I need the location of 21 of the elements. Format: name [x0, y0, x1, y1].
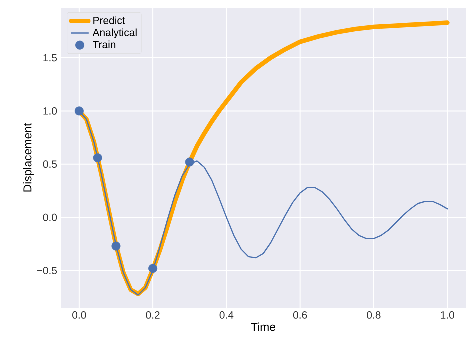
y-tick-label: 0.5 — [43, 160, 58, 168]
point — [185, 158, 194, 167]
x-tick-label: 0.0 — [72, 312, 86, 319]
point — [112, 242, 121, 251]
x-tick-label: 0.2 — [146, 312, 160, 319]
y-tick-label: 0.0 — [43, 214, 58, 222]
x-tick-label: 0.8 — [367, 312, 381, 319]
point — [74, 106, 84, 116]
y-axis-title: Displacement — [23, 123, 34, 192]
x-tick-label: 1.0 — [441, 312, 454, 319]
y-tick-label: 1.0 — [44, 107, 58, 115]
legend-label: Predict — [94, 16, 126, 24]
point — [93, 153, 102, 162]
x-tick-label: 0.4 — [220, 312, 234, 319]
x-tick-label: 0.6 — [293, 312, 308, 319]
legend-label: Train — [93, 40, 116, 48]
y-tick-label: −0.5 — [37, 267, 58, 274]
y-tick-label: 1.5 — [44, 54, 58, 62]
point — [148, 264, 158, 274]
x-axis-title: Time — [251, 322, 276, 332]
legend-label: Analytical — [92, 28, 137, 38]
